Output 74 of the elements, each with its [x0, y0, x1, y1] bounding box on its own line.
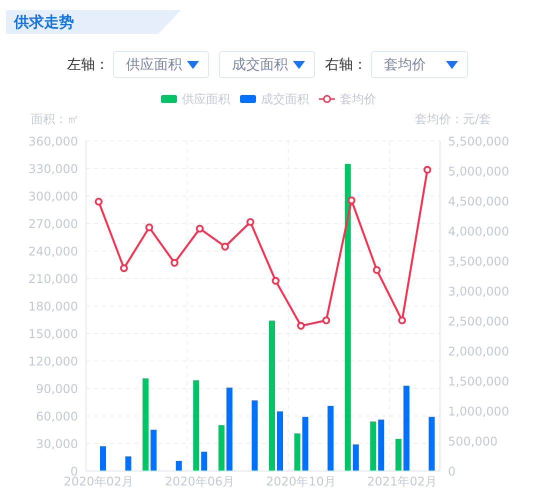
y-tick-label: 240,000 — [28, 244, 78, 258]
point — [423, 166, 432, 174]
y-tick-label: 90,000 — [36, 382, 78, 396]
y-tick-label: 120,000 — [28, 354, 78, 368]
dropdown: 供应面积 — [113, 51, 209, 78]
y2-tick-label: 1,000,000 — [448, 404, 510, 418]
bar — [176, 460, 182, 471]
y2-tick-label: 1,500,000 — [448, 374, 510, 388]
point — [196, 224, 204, 232]
bar — [277, 411, 283, 471]
y-tick-label: 30,000 — [36, 436, 78, 451]
bar — [142, 378, 149, 471]
bar — [100, 446, 106, 471]
point — [246, 218, 254, 226]
point — [272, 276, 280, 285]
point — [322, 316, 330, 324]
bar — [370, 422, 376, 471]
bar — [125, 456, 132, 471]
bar — [378, 420, 384, 471]
bar — [252, 400, 258, 471]
y2-tick-label: 4,500,000 — [448, 194, 510, 208]
y-tick-label: 270,000 — [28, 216, 78, 231]
bar — [395, 438, 402, 471]
y2-tick-label: 2,500,000 — [448, 314, 510, 328]
bar — [328, 406, 334, 471]
point — [145, 224, 154, 232]
legend-label: 供应面积 — [182, 90, 230, 108]
x-tick-label: 2020年06月 — [164, 474, 235, 489]
point — [372, 266, 381, 274]
y2-tick-label: 3,500,000 — [448, 254, 510, 268]
point — [221, 242, 229, 250]
y2-tick-label: 5,500,000 — [448, 134, 510, 148]
bar — [218, 425, 224, 471]
y2-axis-title: 套均价：元/套 — [414, 111, 491, 127]
y-tick-label: 330,000 — [28, 162, 78, 176]
bar — [428, 416, 435, 471]
y2-tick-label: 500,000 — [448, 434, 498, 448]
bar — [344, 164, 351, 471]
y-tick-label: 360,000 — [28, 134, 78, 148]
y-tick-label: 150,000 — [28, 326, 78, 341]
x-tick-label: 2020年10月 — [266, 474, 336, 489]
bar — [201, 452, 208, 471]
text: 左轴： — [67, 56, 109, 74]
legend-label: 成交面积 — [261, 90, 309, 108]
y2-tick-label: 2,000,000 — [448, 344, 510, 358]
chart-title: 供求走势 — [14, 12, 74, 32]
point — [348, 196, 356, 204]
legend-label: 套均价 — [340, 90, 376, 108]
bar — [403, 386, 410, 471]
y-axis-title: 面积：㎡ — [31, 111, 79, 127]
text: 右轴： — [325, 56, 367, 74]
point — [297, 322, 305, 330]
dropdown: 成交面积 — [219, 51, 315, 78]
x-tick-label: 2021年02月 — [367, 474, 437, 489]
y2-tick-label: 5,000,000 — [448, 164, 510, 178]
dropdown: 套均价 — [371, 51, 468, 78]
bar — [302, 416, 308, 471]
y2-tick-label: 3,000,000 — [448, 284, 510, 298]
y-tick-label: 60,000 — [36, 409, 78, 424]
y2-tick-label: 4,000,000 — [448, 224, 510, 238]
y2-tick-label: 0 — [448, 464, 456, 478]
point — [170, 258, 178, 267]
point — [94, 198, 103, 206]
bar — [193, 380, 200, 471]
y-tick-label: 300,000 — [28, 189, 78, 204]
bar — [269, 320, 275, 471]
bar — [226, 388, 232, 471]
point — [120, 264, 128, 272]
y-tick-label: 210,000 — [28, 272, 78, 286]
bar — [150, 430, 157, 471]
point — [398, 316, 406, 324]
y-tick-label: 180,000 — [28, 299, 78, 314]
bar — [352, 444, 359, 471]
bar — [294, 433, 300, 471]
